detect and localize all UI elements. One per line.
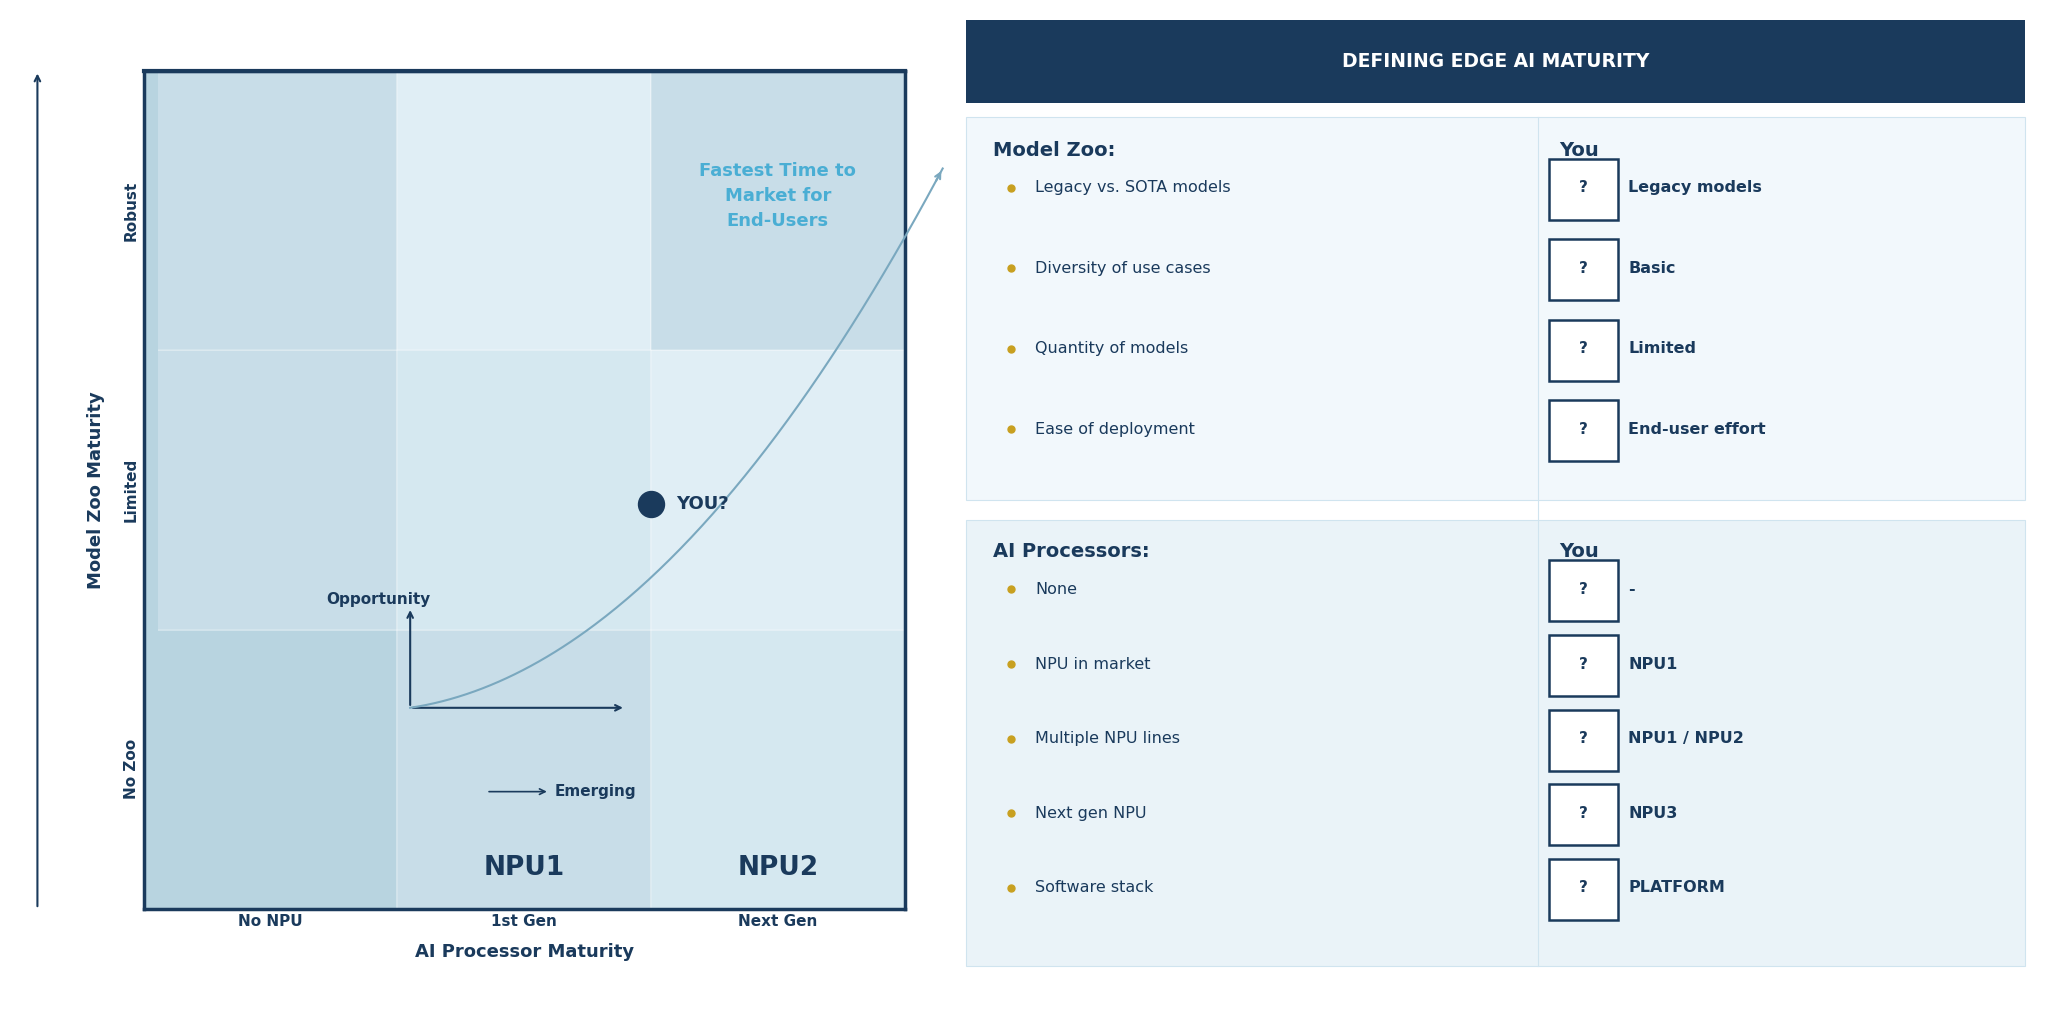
Text: NPU2: NPU2 [738, 855, 818, 881]
Text: NPU in market: NPU in market [1034, 656, 1151, 672]
Point [635, 496, 668, 512]
Text: Emerging: Emerging [555, 784, 637, 799]
Text: Quantity of models: Quantity of models [1034, 341, 1188, 357]
Text: DEFINING EDGE AI MATURITY: DEFINING EDGE AI MATURITY [1343, 53, 1649, 72]
X-axis label: AI Processor Maturity: AI Processor Maturity [415, 942, 633, 961]
FancyBboxPatch shape [966, 117, 2025, 500]
Bar [652, 71, 905, 350]
FancyBboxPatch shape [1548, 320, 1618, 381]
FancyBboxPatch shape [1548, 561, 1618, 621]
Bar [144, 71, 158, 909]
Text: ?: ? [1579, 881, 1587, 896]
Bar [652, 629, 905, 909]
Text: PLATFORM: PLATFORM [1628, 881, 1725, 896]
Y-axis label: Model Zoo Maturity: Model Zoo Maturity [86, 391, 105, 589]
Text: ?: ? [1579, 731, 1587, 746]
Text: Fastest Time to
Market for
End-Users: Fastest Time to Market for End-Users [699, 163, 855, 230]
Bar [144, 350, 397, 629]
Text: Diversity of use cases: Diversity of use cases [1034, 261, 1211, 276]
FancyBboxPatch shape [1548, 239, 1618, 300]
FancyBboxPatch shape [966, 519, 2025, 966]
Text: Opportunity: Opportunity [327, 592, 432, 607]
Text: Limited: Limited [1628, 341, 1696, 357]
Bar [652, 350, 905, 629]
Text: Model Zoo:: Model Zoo: [993, 141, 1114, 161]
Text: YOU?: YOU? [676, 495, 730, 513]
Text: NPU3: NPU3 [1628, 806, 1678, 821]
Bar [966, 20, 2025, 103]
Text: Ease of deployment: Ease of deployment [1034, 422, 1195, 437]
FancyBboxPatch shape [1548, 159, 1618, 220]
FancyBboxPatch shape [1548, 784, 1618, 845]
Text: ?: ? [1579, 582, 1587, 597]
Bar [397, 350, 652, 629]
Text: NPU1 / NPU2: NPU1 / NPU2 [1628, 731, 1743, 746]
Bar [144, 71, 397, 350]
Text: AI Processors:: AI Processors: [993, 541, 1149, 561]
Text: Legacy vs. SOTA models: Legacy vs. SOTA models [1034, 181, 1232, 196]
Text: You: You [1558, 541, 1600, 561]
FancyBboxPatch shape [1548, 635, 1618, 696]
Text: ?: ? [1579, 422, 1587, 437]
Text: You: You [1558, 141, 1600, 161]
Text: ?: ? [1579, 341, 1587, 357]
Bar [144, 629, 397, 909]
Text: Legacy models: Legacy models [1628, 181, 1762, 196]
Text: NPU1: NPU1 [483, 855, 565, 881]
Text: Software stack: Software stack [1034, 881, 1153, 896]
Bar [397, 629, 652, 909]
Text: Next gen NPU: Next gen NPU [1034, 806, 1147, 821]
Text: ?: ? [1579, 261, 1587, 276]
Bar [397, 71, 652, 350]
Text: ?: ? [1579, 656, 1587, 672]
Text: -: - [1628, 582, 1635, 597]
Text: Multiple NPU lines: Multiple NPU lines [1034, 731, 1180, 746]
FancyBboxPatch shape [1548, 710, 1618, 771]
FancyBboxPatch shape [1548, 858, 1618, 920]
Text: Basic: Basic [1628, 261, 1676, 276]
Text: ?: ? [1579, 181, 1587, 196]
Text: ?: ? [1579, 806, 1587, 821]
Text: None: None [1034, 582, 1077, 597]
FancyBboxPatch shape [1548, 400, 1618, 462]
Text: NPU1: NPU1 [1628, 656, 1678, 672]
Text: End-user effort: End-user effort [1628, 422, 1766, 437]
